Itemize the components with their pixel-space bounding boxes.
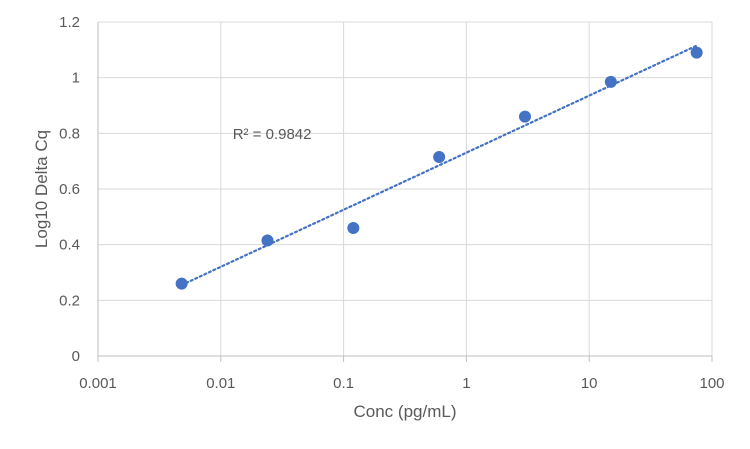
y-tick-label: 1 [72, 70, 80, 87]
data-points [175, 46, 703, 290]
axes [97, 22, 713, 362]
data-point [518, 110, 531, 123]
x-tick-label: 0.1 [333, 375, 354, 392]
trendline-group [180, 44, 698, 287]
data-point [347, 221, 360, 234]
y-axis-title: Log10 Delta Cq [32, 130, 51, 248]
x-tick-label: 1 [462, 375, 470, 392]
y-tick-label: 0 [72, 348, 80, 365]
r-squared-annotation: R² = 0.9842 [233, 126, 312, 143]
data-point [433, 150, 446, 163]
x-tick-label: 100 [699, 375, 724, 392]
data-point [604, 75, 617, 88]
tick-labels: 0 0.2 0.4 0.6 0.8 1 1.2 0.001 0.01 0.1 1 10 100 [59, 14, 724, 392]
x-tick-label: 0.001 [79, 375, 117, 392]
data-point [690, 46, 703, 59]
x-axis-title: Conc (pg/mL) [354, 402, 457, 421]
x-tick-label: 10 [581, 375, 598, 392]
y-tick-label: 0.4 [59, 237, 80, 254]
y-tick-label: 1.2 [59, 14, 80, 31]
y-tick-label: 0.8 [59, 125, 80, 142]
gridlines [98, 21, 713, 356]
trendline [180, 44, 698, 287]
y-tick-label: 0.6 [59, 181, 80, 198]
data-point [261, 234, 274, 247]
x-tick-label: 0.01 [206, 375, 235, 392]
y-tick-label: 0.2 [59, 292, 80, 309]
data-point [175, 277, 188, 290]
